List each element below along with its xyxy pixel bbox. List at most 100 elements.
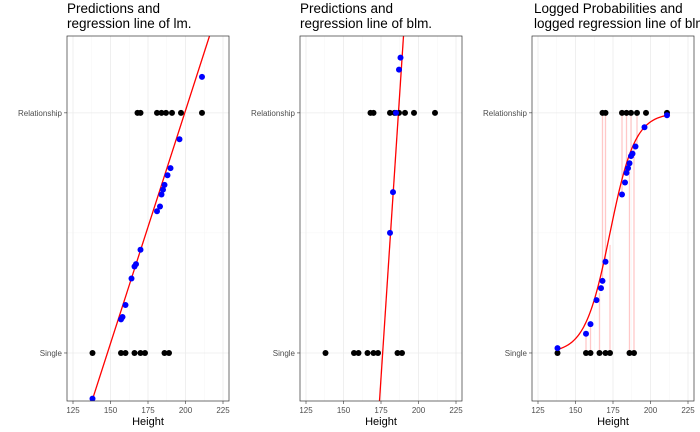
predicted-point <box>587 321 594 328</box>
predicted-point <box>390 189 396 196</box>
observed-point <box>364 349 371 356</box>
observed-point <box>137 349 144 356</box>
observed-point <box>118 349 124 356</box>
y-tick-label: Single <box>40 349 63 358</box>
predicted-point <box>599 277 606 284</box>
observed-point <box>602 349 609 356</box>
observed-point <box>166 349 172 356</box>
predicted-point <box>393 109 399 116</box>
observed-point <box>131 349 138 356</box>
observed-point <box>169 109 175 116</box>
observed-point <box>619 109 625 116</box>
observed-point <box>375 349 381 356</box>
x-axis-title: Height <box>365 416 397 428</box>
predicted-point <box>119 313 126 320</box>
observed-point <box>607 349 613 356</box>
predicted-point <box>397 54 404 61</box>
x-tick-label: 200 <box>179 406 193 415</box>
predicted-point <box>583 330 589 337</box>
observed-point <box>623 109 630 116</box>
panel-blm: 125 150 175 200 225 Single Relationship Height P… <box>251 1 463 428</box>
predicted-point <box>199 73 205 80</box>
x-tick-label: 175 <box>606 406 620 415</box>
plot-marks <box>89 36 211 401</box>
predicted-point <box>664 112 670 119</box>
observed-point <box>322 349 329 356</box>
x-tick-label: 125 <box>531 406 545 415</box>
observed-point <box>643 109 649 116</box>
observed-point <box>178 109 184 116</box>
predicted-point <box>122 301 129 308</box>
predicted-point <box>625 165 631 172</box>
observed-point <box>411 109 417 116</box>
x-tick-label: 200 <box>412 406 426 415</box>
observed-point <box>387 109 393 116</box>
predicted-point <box>622 179 628 186</box>
observed-point <box>394 349 401 356</box>
observed-point <box>142 349 148 356</box>
x-tick-label: 175 <box>374 406 388 415</box>
observed-point <box>163 109 169 116</box>
observed-point <box>602 109 609 116</box>
observed-point <box>628 109 634 116</box>
observed-point <box>432 109 438 116</box>
predicted-point <box>176 136 183 143</box>
predicted-point <box>89 395 96 401</box>
observed-point <box>587 349 594 356</box>
observed-point <box>158 109 165 116</box>
x-tick-label: 200 <box>644 406 658 415</box>
chart-title-line: Predictions and <box>67 1 160 16</box>
predicted-point <box>387 229 393 236</box>
observed-point <box>583 349 589 356</box>
chart-title-line: regression line of blm. <box>300 16 432 31</box>
observed-point <box>370 349 377 356</box>
x-axis-title: Height <box>597 416 629 428</box>
y-tick-label: Single <box>505 349 528 358</box>
observed-point <box>199 109 205 116</box>
x-tick-label: 225 <box>449 406 463 415</box>
plot-marks <box>322 36 438 401</box>
predicted-point <box>632 143 639 150</box>
y-tick-label: Relationship <box>483 109 528 118</box>
y-tick-label: Relationship <box>251 109 296 118</box>
predicted-point <box>158 191 165 198</box>
regression-line <box>91 36 211 401</box>
x-axis-title: Height <box>132 416 164 428</box>
predicted-point <box>160 186 166 193</box>
observed-point <box>154 109 160 116</box>
predicted-point <box>157 203 163 210</box>
observed-point <box>351 349 357 356</box>
predicted-point <box>137 246 144 253</box>
predicted-point <box>133 261 139 268</box>
chart-title-line: Logged Probabilities and <box>534 1 683 16</box>
x-tick-label: 225 <box>216 406 230 415</box>
observed-point <box>626 349 633 356</box>
x-tick-label: 225 <box>681 406 695 415</box>
x-tick-label: 150 <box>104 406 118 415</box>
chart-title-line: regression line of lm. <box>67 16 192 31</box>
x-tick-label: 125 <box>66 406 80 415</box>
predicted-point <box>641 124 648 131</box>
panel-logged-blm: 125 150 175 200 225 Single Relationship Height L… <box>483 1 700 428</box>
x-tick-label: 175 <box>141 406 155 415</box>
predicted-point <box>593 297 600 304</box>
predicted-point <box>161 181 168 188</box>
observed-point <box>122 349 129 356</box>
x-tick-label: 150 <box>569 406 583 415</box>
y-tick-label: Relationship <box>18 109 63 118</box>
chart-title-line: logged regression line of blm. <box>534 16 700 31</box>
predicted-point <box>396 66 402 73</box>
predicted-point <box>154 208 160 215</box>
observed-point <box>634 109 640 116</box>
predicted-point <box>623 169 630 176</box>
predicted-point <box>598 285 604 292</box>
logistic-curve <box>557 114 671 351</box>
observed-point <box>161 349 168 356</box>
observed-point <box>596 349 603 356</box>
observed-point <box>631 349 637 356</box>
predicted-point <box>554 345 561 352</box>
x-tick-label: 125 <box>299 406 313 415</box>
predicted-point <box>629 150 636 157</box>
predicted-point <box>619 191 625 198</box>
